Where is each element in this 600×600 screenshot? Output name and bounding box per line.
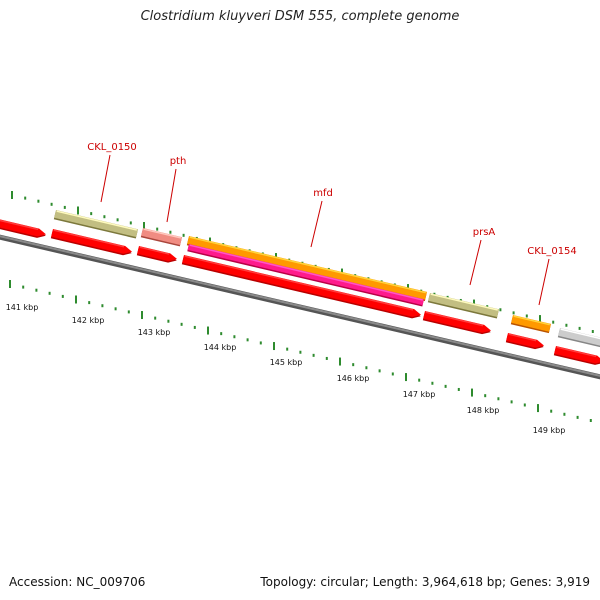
gene-red-1-body <box>0 218 47 237</box>
kbp-label: 146 kbp <box>337 374 370 383</box>
gene-highlight <box>189 244 423 301</box>
gene-label: CKL_0150 <box>87 142 137 153</box>
gene-label: pth <box>170 156 187 167</box>
gene-highlight <box>560 328 600 341</box>
kbp-label: 145 kbp <box>270 358 303 367</box>
gene-highlight <box>508 333 537 342</box>
gene-gray-body <box>558 328 600 347</box>
accession-text: Accession: NC_009706 <box>9 575 146 589</box>
gene-highlight <box>189 236 426 294</box>
kbp-label: 148 kbp <box>467 406 500 415</box>
gene-pth-body <box>141 228 182 245</box>
gene-label: prsA <box>473 227 496 238</box>
gene-mfd <box>186 236 427 302</box>
gene-highlight <box>184 255 414 311</box>
gene-red-5 <box>422 311 492 335</box>
gene-highlight <box>430 293 498 311</box>
gene-red-2 <box>50 229 133 256</box>
map-title: Clostridium kluyveri DSM 555, complete g… <box>140 9 460 24</box>
kbp-label: 141 kbp <box>6 303 39 312</box>
kbp-label: 144 kbp <box>204 343 237 352</box>
kbp-label: 142 kbp <box>72 316 105 325</box>
gene-label: CKL_0154 <box>527 246 577 257</box>
gene-red-4 <box>181 255 422 319</box>
gene-red-6 <box>505 333 545 350</box>
gene-red-4-body <box>182 255 422 317</box>
gene-CKL_0150 <box>53 210 139 239</box>
kbp-label: 149 kbp <box>533 426 566 435</box>
gene-prsA-body <box>428 293 500 318</box>
gene-red-6-body <box>506 333 545 348</box>
gene-highlight <box>556 346 597 358</box>
kbp-label: 143 kbp <box>138 328 171 337</box>
gene-highlight <box>425 311 484 327</box>
kbp-label-track: 141 kbp 142 kbp 143 kbp 144 kbp 145 kbp 146 k… <box>6 303 566 435</box>
gene-pth <box>140 228 182 247</box>
gene-red-2-body <box>51 229 133 254</box>
gene-CKL_0150-body <box>54 210 139 238</box>
gene-label-leader <box>310 200 323 248</box>
genome-summary-text: Topology: circular; Length: 3,964,618 bp… <box>260 575 590 589</box>
gene-highlight <box>0 218 39 231</box>
gene-highlight <box>53 229 125 248</box>
gene-label-leader <box>538 258 550 306</box>
gene-red-7-body <box>554 346 600 364</box>
gene-red-3-body <box>137 246 178 262</box>
gene-mfd-body <box>187 236 427 300</box>
tick-track <box>9 191 594 422</box>
gene-gray <box>557 328 600 348</box>
gene-red-7 <box>553 346 600 365</box>
gene-label: mfd <box>313 188 333 199</box>
gene-label-leader <box>166 168 177 223</box>
gene-prsA <box>427 293 500 319</box>
backbone-track <box>0 234 600 380</box>
gene-highlight <box>143 228 181 239</box>
gene-label-leader <box>100 154 111 203</box>
gene-highlight <box>513 315 550 326</box>
gene-CKL_0154-body <box>511 315 552 332</box>
gene-red-3 <box>136 246 178 263</box>
gene-track <box>0 210 600 365</box>
gene-red-1 <box>0 218 47 238</box>
gene-label-leader <box>469 239 482 286</box>
gene-CKL_0154 <box>510 315 552 334</box>
gene-highlight <box>139 246 170 255</box>
gene-mfd-cds <box>187 244 425 307</box>
kbp-label: 147 kbp <box>403 390 436 399</box>
gene-red-5-body <box>423 311 492 333</box>
backbone-highlight <box>0 235 600 377</box>
gene-highlight <box>56 210 137 231</box>
